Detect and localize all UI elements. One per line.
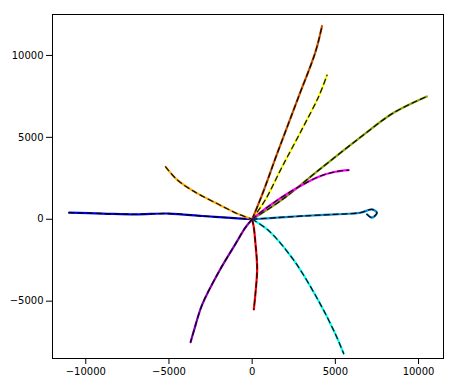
svg-text:5000: 5000 [323, 366, 348, 377]
svg-text:0: 0 [249, 366, 255, 377]
svg-text:5000: 5000 [18, 132, 43, 143]
svg-text:0: 0 [37, 213, 43, 224]
svg-text:−10000: −10000 [66, 366, 106, 377]
svg-text:−5000: −5000 [152, 366, 186, 377]
svg-text:10000: 10000 [403, 366, 435, 377]
svg-text:10000: 10000 [12, 50, 44, 61]
svg-text:−5000: −5000 [10, 295, 44, 306]
